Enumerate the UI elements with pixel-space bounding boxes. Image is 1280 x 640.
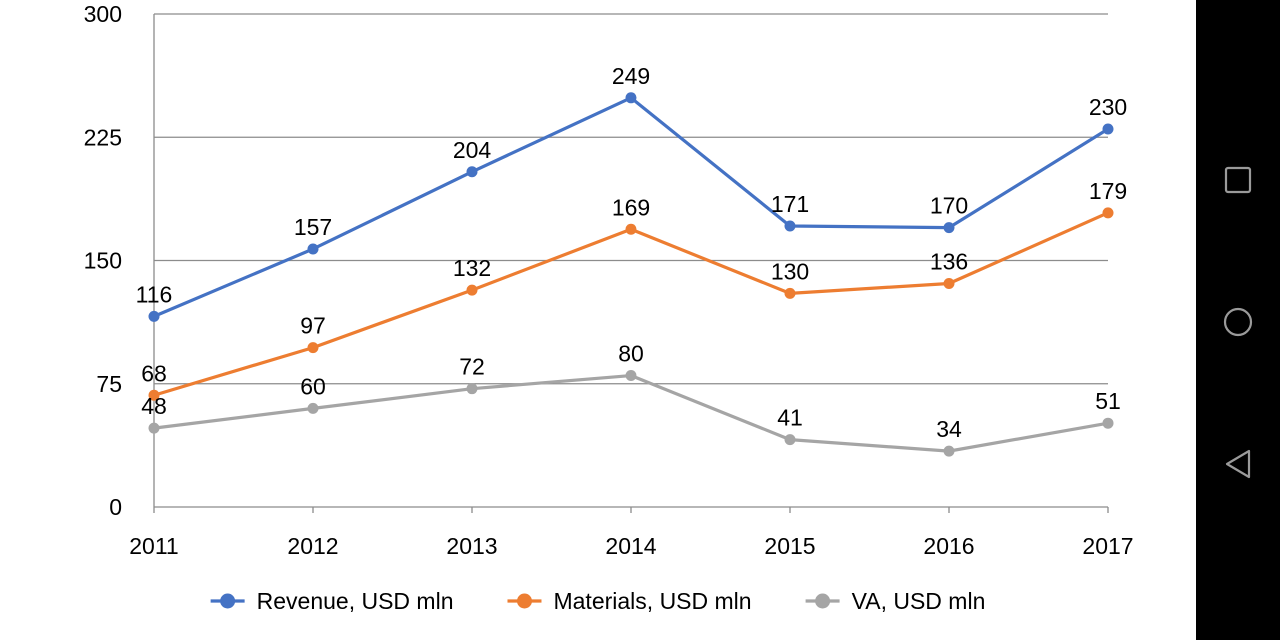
data-point <box>148 310 160 322</box>
data-point <box>625 370 637 382</box>
data-label: 48 <box>141 393 167 419</box>
data-point <box>784 434 796 446</box>
data-point <box>943 278 955 290</box>
x-tick-label: 2011 <box>129 533 178 559</box>
data-labels: 116 157 204 249 171 170 230 68 97 132 169 130 136 179… <box>136 63 1128 442</box>
y-tick-label: 300 <box>84 1 122 27</box>
data-label: 157 <box>294 214 332 240</box>
data-point <box>307 342 319 354</box>
recents-square-icon[interactable] <box>1218 160 1258 200</box>
data-point <box>148 422 160 434</box>
legend-label: Revenue, USD mln <box>257 588 454 614</box>
series-line <box>152 373 1110 453</box>
data-label: 51 <box>1095 388 1121 414</box>
data-point <box>1102 123 1114 135</box>
data-point <box>466 166 478 178</box>
data-label: 72 <box>459 354 485 380</box>
x-tick-label: 2012 <box>287 533 338 559</box>
y-tick-label: 75 <box>96 371 122 397</box>
y-tick-label: 0 <box>109 494 122 520</box>
gridlines <box>154 13 1108 385</box>
legend-marker <box>220 593 236 609</box>
android-navigation-bar <box>1196 0 1280 640</box>
y-tick-label: 150 <box>84 248 122 274</box>
legend-label: Materials, USD mln <box>553 588 751 614</box>
data-point <box>943 445 955 457</box>
data-label: 116 <box>136 281 173 307</box>
legend-marker <box>516 593 532 609</box>
data-point <box>625 223 637 235</box>
legend-label: VA, USD mln <box>852 588 986 614</box>
data-label: 34 <box>936 416 962 442</box>
data-label: 97 <box>300 313 326 339</box>
data-point <box>1102 417 1114 429</box>
x-tick-label: 2017 <box>1082 533 1133 559</box>
legend: Revenue, USD mln Materials, USD mln VA, US… <box>210 588 986 614</box>
chart-area: 0 75 150 225 300 2011 2012 2013 2014 2015 2016 2017… <box>0 0 1196 640</box>
data-label: 170 <box>930 193 968 219</box>
data-label: 68 <box>141 360 167 386</box>
x-tick-label: 2016 <box>923 533 974 559</box>
data-point <box>784 287 796 299</box>
data-label: 130 <box>771 258 809 284</box>
x-tick-label: 2013 <box>446 533 497 559</box>
series-lines <box>148 92 1114 457</box>
data-point <box>307 402 319 414</box>
legend-marker <box>815 593 831 609</box>
data-point <box>148 389 160 401</box>
back-triangle-icon[interactable] <box>1218 444 1258 484</box>
data-label: 204 <box>453 137 492 163</box>
line-chart: 0 75 150 225 300 2011 2012 2013 2014 2015 2016 2017… <box>84 1 1134 614</box>
y-tick-label: 225 <box>84 124 122 150</box>
data-label: 60 <box>300 373 326 399</box>
data-point <box>307 243 319 255</box>
data-point <box>784 220 796 232</box>
data-label: 169 <box>612 194 650 220</box>
x-tick-label: 2014 <box>605 533 656 559</box>
data-point <box>1102 207 1114 219</box>
series-line <box>152 211 1110 397</box>
data-point <box>625 92 637 104</box>
data-label: 230 <box>1089 94 1127 120</box>
data-point <box>466 284 478 296</box>
data-label: 80 <box>618 341 644 367</box>
data-point <box>466 383 478 395</box>
axes: 0 75 150 225 300 2011 2012 2013 2014 2015 2016 2017 <box>84 1 1134 559</box>
home-circle-icon[interactable] <box>1218 302 1258 342</box>
data-label: 132 <box>453 255 491 281</box>
data-label: 136 <box>930 249 968 275</box>
data-point <box>943 222 955 234</box>
data-label: 179 <box>1089 178 1127 204</box>
data-label: 171 <box>771 191 809 217</box>
x-tick-label: 2015 <box>764 533 815 559</box>
data-label: 41 <box>777 405 803 431</box>
data-label: 249 <box>612 63 650 89</box>
